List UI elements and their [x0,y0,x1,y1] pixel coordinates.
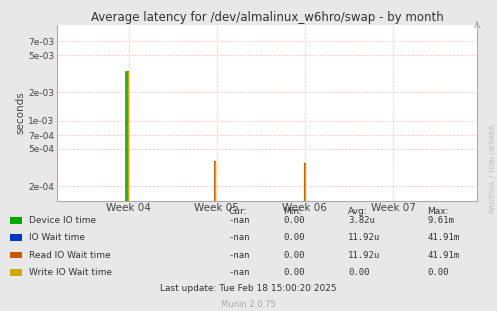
Text: Read IO Wait time: Read IO Wait time [29,251,110,259]
Text: -nan: -nan [229,251,250,259]
Text: 0.00: 0.00 [348,268,369,276]
Text: 41.91m: 41.91m [427,251,460,259]
Text: 11.92u: 11.92u [348,234,380,242]
Text: 0.00: 0.00 [283,251,305,259]
Text: Avg:: Avg: [348,207,367,216]
Text: Min:: Min: [283,207,302,216]
Y-axis label: seconds: seconds [15,91,25,134]
Text: Max:: Max: [427,207,449,216]
Text: 0.00: 0.00 [283,216,305,225]
Text: 0.00: 0.00 [427,268,449,276]
Text: Munin 2.0.75: Munin 2.0.75 [221,300,276,309]
Text: 0.00: 0.00 [283,234,305,242]
Text: Last update: Tue Feb 18 15:00:20 2025: Last update: Tue Feb 18 15:00:20 2025 [160,284,337,293]
Text: Device IO time: Device IO time [29,216,96,225]
Text: 3.82u: 3.82u [348,216,375,225]
Text: -nan: -nan [229,216,250,225]
Text: -nan: -nan [229,268,250,276]
Text: RRDTOOL / TOBI OETIKER: RRDTOOL / TOBI OETIKER [490,124,496,213]
Text: 0.00: 0.00 [283,268,305,276]
Text: 41.91m: 41.91m [427,234,460,242]
Text: Cur:: Cur: [229,207,247,216]
Text: IO Wait time: IO Wait time [29,234,85,242]
Text: -nan: -nan [229,234,250,242]
Text: 9.61m: 9.61m [427,216,454,225]
Text: 11.92u: 11.92u [348,251,380,259]
Title: Average latency for /dev/almalinux_w6hro/swap - by month: Average latency for /dev/almalinux_w6hro… [91,11,443,24]
Text: Write IO Wait time: Write IO Wait time [29,268,112,276]
